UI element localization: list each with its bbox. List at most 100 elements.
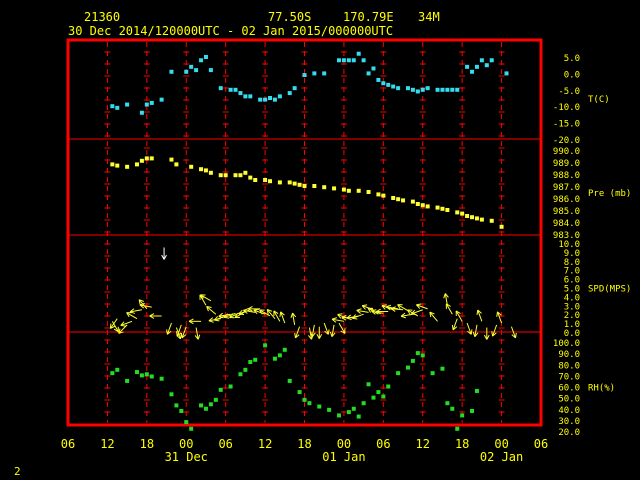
data-point [248,94,253,99]
data-point [455,210,460,215]
data-point [386,82,391,87]
data-point [420,87,425,92]
wind-arrow [445,303,453,315]
data-point [243,94,248,99]
x-tick-label: 18 [455,437,469,451]
data-point [312,71,317,76]
wind-arrow [316,326,323,339]
data-point [425,86,430,91]
data-point [223,173,228,178]
wind-arrow [376,308,389,315]
wind-arrow [351,313,364,320]
wind-arrow [279,311,286,324]
data-point [391,196,396,200]
data-point [450,406,455,411]
data-point [435,87,440,92]
wind-arrow [120,320,133,327]
wind-arrow [310,324,316,338]
period-title: 30 Dec 2014/120000UTC - 02 Jan 2015/0000… [68,24,393,38]
x-tick-label: 00 [494,437,508,451]
data-point [336,413,341,418]
data-point [410,199,415,204]
data-point [115,163,120,168]
y-tick-label: 5.0 [564,54,580,64]
data-point [228,87,233,92]
data-point [277,353,282,358]
data-point [268,179,273,184]
data-point [208,170,213,175]
data-point [479,58,484,63]
data-point [302,397,307,402]
data-point [208,402,213,407]
data-point [277,94,282,99]
data-point [445,208,450,212]
y-tick-label: -15.0 [553,120,580,130]
y-tick-label: 5.0 [564,285,580,295]
data-point [455,426,460,431]
data-point [238,91,243,96]
data-point [134,162,139,167]
data-point [356,414,361,419]
data-point [312,184,317,188]
data-point [470,69,475,74]
data-point [115,367,120,372]
x-tick-label: 12 [416,437,430,451]
data-point [405,86,410,91]
data-point [332,186,337,191]
data-point [218,86,223,91]
panel-dividers [68,138,541,333]
data-point [455,87,460,92]
wind-arrow [243,308,256,314]
data-point [465,64,470,69]
wind-arrow [390,306,404,312]
y-tick-label: 20.0 [558,428,580,438]
data-point [341,58,346,63]
data-point [415,202,420,206]
data-point [322,185,327,190]
station-id: 21360 [84,10,120,24]
data-point [253,357,258,362]
data-point [189,64,194,69]
data-point [277,180,282,185]
data-point [361,58,366,63]
data-point [356,188,361,193]
panel-label: T(C) [588,95,610,105]
data-point [396,371,401,376]
y-tick-label: 90.0 [558,350,580,360]
wind-arrow [188,318,202,325]
data-point [238,372,243,377]
data-point [218,173,223,178]
y-tick-label: 988.0 [553,171,580,181]
data-point [405,365,410,370]
x-tick-label: 06 [376,437,390,451]
data-point [351,406,356,411]
data-point [263,178,268,182]
y-tick-label: 80.0 [558,361,580,371]
wind-arrow [451,318,458,331]
data-point [149,156,154,161]
data-point [297,182,302,187]
data-point [189,426,194,431]
data-point [263,97,268,102]
data-point [445,87,450,92]
data-point [470,215,475,220]
wind-arrow [206,305,217,315]
y-tick-label: 983.0 [553,231,580,241]
wind-arrow [200,294,212,302]
data-point [297,390,302,395]
y-tick-label: 0.0 [564,329,580,339]
wind-arrow [253,308,266,315]
x-tick-label: 06 [534,437,548,451]
data-point [489,218,494,223]
data-point [169,157,174,162]
data-point [174,403,179,408]
data-point [479,217,484,222]
data-point [435,205,440,210]
data-point [159,97,164,102]
data-point [144,372,149,377]
y-tick-label: 985.0 [553,207,580,217]
x-tick-label: 12 [258,437,272,451]
data-point [361,401,366,406]
wind-arrow [229,311,241,319]
